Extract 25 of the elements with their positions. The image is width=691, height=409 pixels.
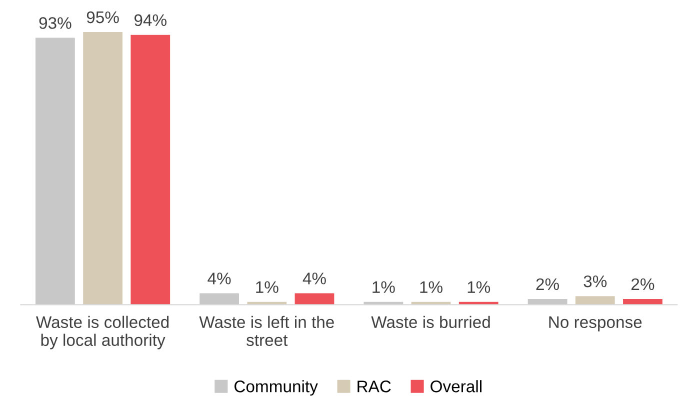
data-label: 1% [468,281,490,293]
bar [575,296,615,305]
data-label: 1% [420,281,442,293]
bar [83,32,122,305]
x-tick-label: Waste is left in the street [199,316,334,346]
data-label: 4% [302,272,326,284]
data-label: 4% [208,272,231,284]
data-label: 3% [584,275,607,288]
data-label: 94% [134,14,166,26]
legend-label: Community [234,380,318,396]
data-label: 95% [86,11,119,24]
x-tick-label: No response [549,316,642,332]
bar [130,34,170,305]
x-tick-label: Waste is burried [371,316,490,328]
legend-label: RAC [358,380,391,392]
data-label: 2% [536,278,559,290]
data-label: 2% [632,278,654,290]
data-label: 93% [39,17,72,29]
bar [36,38,75,305]
x-tick-label: Waste is collected by local authority [36,316,169,350]
bar [294,293,334,305]
legend-label: Overall [430,380,482,392]
data-label: 1% [372,281,395,293]
data-label: 1% [256,281,278,293]
bar [200,293,239,305]
